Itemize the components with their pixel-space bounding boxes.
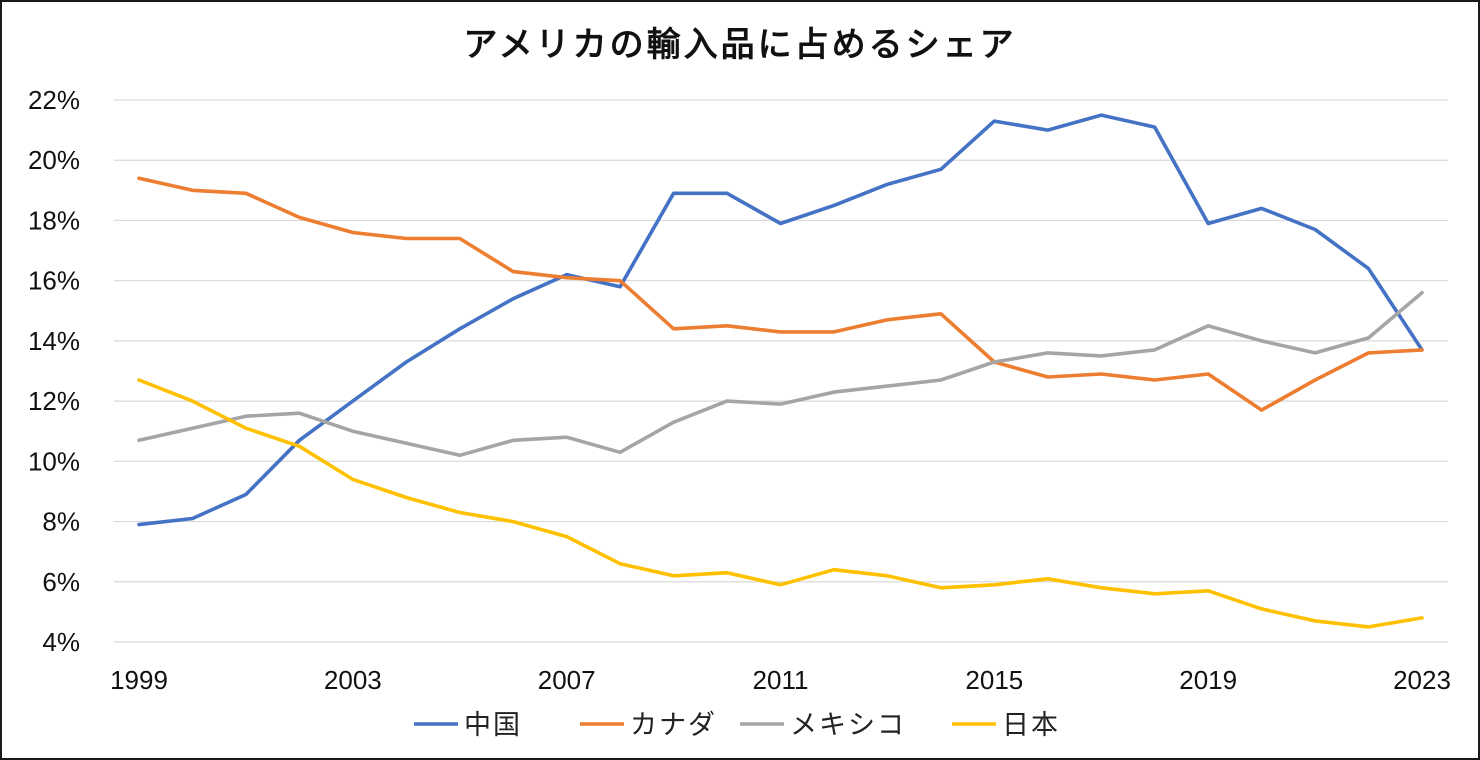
chart-title: アメリカの輸入品に占めるシェア bbox=[463, 25, 1016, 65]
legend-label: 中国 bbox=[464, 710, 522, 741]
y-tick-label: 6% bbox=[42, 567, 80, 597]
y-tick-label: 14% bbox=[28, 326, 80, 356]
legend-item: カナダ bbox=[580, 710, 717, 741]
legend-label: カナダ bbox=[630, 710, 717, 741]
y-tick-label: 8% bbox=[42, 507, 80, 537]
legend-item: 日本 bbox=[952, 710, 1060, 741]
y-tick-label: 12% bbox=[28, 386, 80, 416]
y-tick-label: 20% bbox=[28, 145, 80, 175]
series-line bbox=[137, 176, 1424, 412]
series-line bbox=[137, 113, 1424, 527]
x-axis-ticks: 1999 2003 2007 2011 2015 2019 2023 bbox=[110, 665, 1451, 695]
series-lines bbox=[137, 113, 1424, 629]
y-tick-label: 10% bbox=[28, 446, 80, 476]
x-tick-label: 2011 bbox=[753, 665, 809, 695]
y-tick-label: 22% bbox=[28, 85, 80, 115]
x-tick-label: 1999 bbox=[110, 665, 168, 695]
legend-item: メキシコ bbox=[740, 710, 906, 741]
y-axis-ticks: 4% 6% 8% 10% 12% 14% 16% 18% 20% 22% bbox=[28, 85, 80, 657]
legend-label: 日本 bbox=[1002, 710, 1060, 741]
gridlines bbox=[114, 99, 1448, 643]
series-line bbox=[137, 378, 1424, 629]
x-tick-label: 2019 bbox=[1179, 665, 1237, 695]
x-tick-label: 2015 bbox=[965, 665, 1023, 695]
y-tick-label: 16% bbox=[28, 266, 80, 296]
y-tick-label: 18% bbox=[28, 205, 80, 235]
legend: 中国 カナダ メキシコ 日本 bbox=[414, 710, 1060, 741]
legend-label: メキシコ bbox=[790, 710, 906, 741]
y-tick-label: 4% bbox=[42, 627, 80, 657]
series-line bbox=[137, 290, 1424, 458]
x-tick-label: 2007 bbox=[538, 665, 596, 695]
legend-item: 中国 bbox=[414, 710, 522, 741]
x-tick-label: 2003 bbox=[324, 665, 382, 695]
x-tick-label: 2023 bbox=[1393, 665, 1451, 695]
